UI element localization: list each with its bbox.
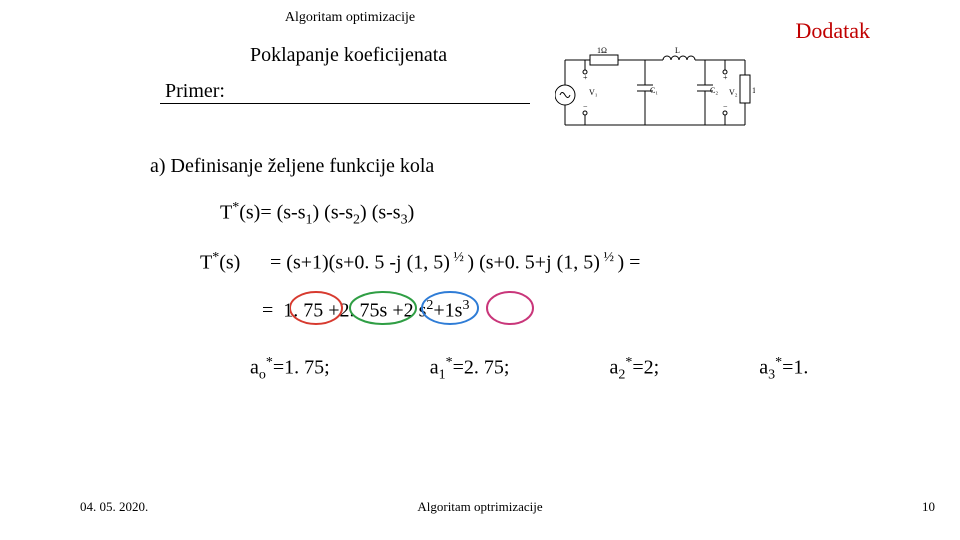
- coef-a0: ao*=1. 75;: [250, 355, 330, 384]
- circuit-minus2: −: [723, 102, 728, 111]
- appendix-label: Dodatak: [795, 18, 870, 44]
- underline: [160, 103, 530, 104]
- circuit-label-v2: V₂: [729, 88, 738, 97]
- equation-2-rhs: = (s+1)(s+0. 5 -j (1, 5) ½ ) (s+0. 5+j (…: [270, 250, 640, 275]
- footer-title: Algoritam optrimizacije: [0, 499, 960, 515]
- circuit-minus1: −: [583, 102, 588, 111]
- coefficient-row: ao*=1. 75; a1*=2. 75; a2*=2; a3*=1.: [250, 355, 808, 384]
- coef-a1: a1*=2. 75;: [430, 355, 510, 384]
- circuit-plus2: +: [723, 73, 728, 82]
- circuit-diagram: 1Ω L V₁ + − C₁ C₂ V₂ + − 1Ω: [555, 45, 755, 135]
- slide-top-title: Algoritam optimizacije: [0, 10, 700, 26]
- circuit-label-c1: C₁: [650, 86, 658, 95]
- circuit-label-c2: C₂: [710, 86, 718, 95]
- primer-label: Primer:: [165, 80, 225, 103]
- footer-page-number: 10: [922, 499, 935, 515]
- equation-2-lhs: T*(s): [200, 250, 240, 275]
- circuit-label-L: L: [675, 46, 680, 55]
- equation-1: T*(s)= (s-s1) (s-s2) (s-s3): [220, 200, 414, 229]
- circuit-label-v1: V₁: [589, 88, 598, 97]
- coef-a2: a2*=2;: [609, 355, 659, 384]
- coef-a3: a3*=1.: [759, 355, 808, 384]
- item-a-heading: a) Definisanje željene funkcije kola: [150, 155, 434, 178]
- slide-subtitle: Poklapanje koeficijenata: [250, 44, 447, 67]
- circuit-label-r1: 1Ω: [597, 46, 607, 55]
- circuit-label-r2: 1Ω: [752, 86, 755, 95]
- circuit-plus1: +: [583, 73, 588, 82]
- equation-3: = 1. 75 +2. 75s +2 s2+1s3: [262, 298, 469, 323]
